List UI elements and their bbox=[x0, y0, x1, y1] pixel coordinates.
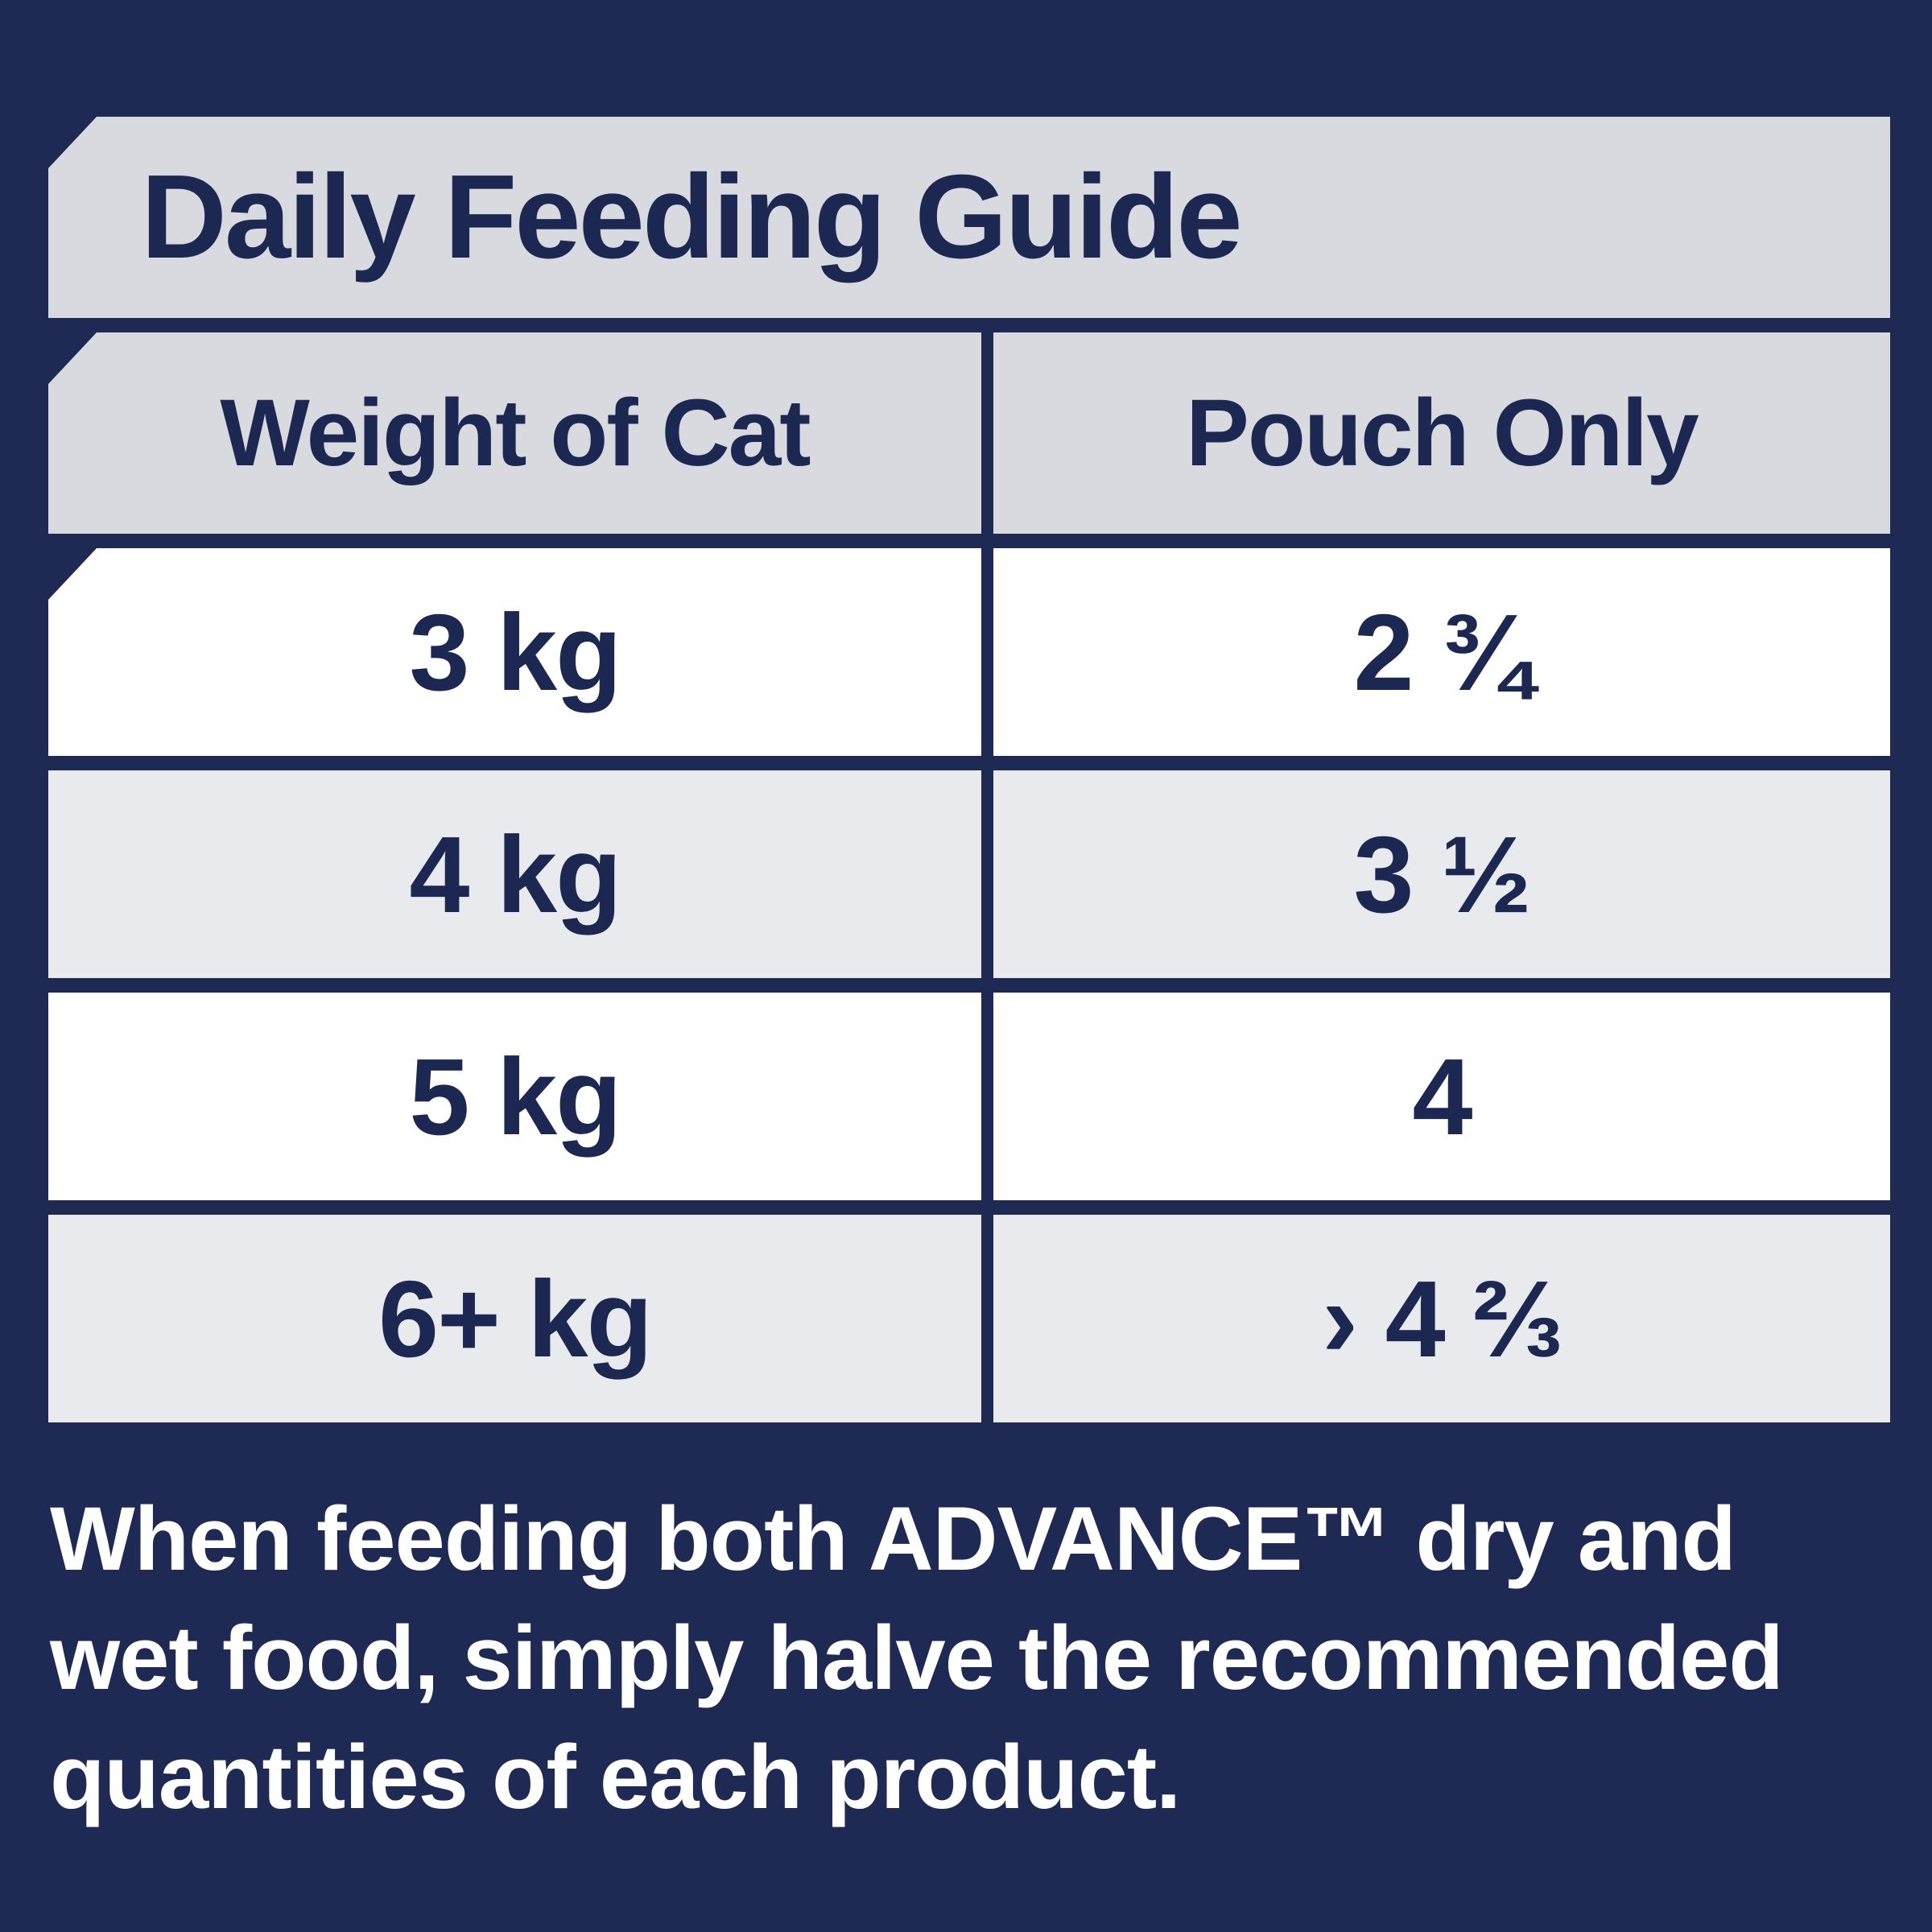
feeding-guide-table: Daily Feeding Guide Weight of Cat Pouch … bbox=[48, 117, 1890, 1437]
table-row: 3 kg 2 ¾ bbox=[48, 548, 1890, 756]
table-header-row: Weight of Cat Pouch Only bbox=[48, 332, 1890, 534]
pouch-cell: 2 ¾ bbox=[993, 548, 1890, 756]
note-line: wet food, simply halve the recommended bbox=[50, 1608, 1784, 1708]
pouch-cell: 3 ½ bbox=[993, 770, 1890, 978]
feeding-note: When feeding both ADVANCE™ dry and wet f… bbox=[50, 1480, 1885, 1837]
weight-cell: 6+ kg bbox=[48, 1215, 981, 1422]
pouch-cell: › 4 ⅔ bbox=[993, 1215, 1890, 1422]
weight-cell: 3 kg bbox=[48, 548, 981, 756]
column-header-weight: Weight of Cat bbox=[48, 332, 981, 534]
page-title: Daily Feeding Guide bbox=[141, 151, 1243, 283]
weight-cell: 5 kg bbox=[48, 993, 981, 1200]
weight-cell: 4 kg bbox=[48, 770, 981, 978]
note-line: quantities of each product. bbox=[50, 1727, 1181, 1827]
table-row: 4 kg 3 ½ bbox=[48, 770, 1890, 978]
pouch-cell: 4 bbox=[993, 993, 1890, 1200]
column-header-pouch: Pouch Only bbox=[993, 332, 1890, 534]
table-title-band: Daily Feeding Guide bbox=[48, 117, 1890, 318]
table-row: 6+ kg › 4 ⅔ bbox=[48, 1215, 1890, 1422]
note-line: When feeding both ADVANCE™ dry and bbox=[50, 1488, 1736, 1589]
table-row: 5 kg 4 bbox=[48, 993, 1890, 1200]
